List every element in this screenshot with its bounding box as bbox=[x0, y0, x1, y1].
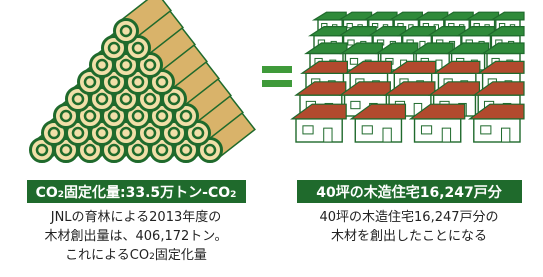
house-roof bbox=[385, 82, 435, 95]
house-roof bbox=[306, 43, 347, 54]
equals-bar bbox=[262, 66, 292, 73]
right-description-line: 木材を創出したことになる bbox=[331, 229, 487, 244]
right-badge: 40坪の木造住宅16,247戸分 bbox=[316, 184, 503, 201]
text: 40坪の木造住宅16,247戸分の bbox=[319, 210, 498, 225]
house-roof bbox=[479, 61, 524, 73]
left-badge: CO2固定化量:33.5万トン-CO2 bbox=[36, 184, 237, 201]
log-end bbox=[115, 20, 138, 43]
text: これによるCO bbox=[65, 248, 149, 263]
infographic: CO2固定化量:33.5万トン-CO2 JNLの育林による2013年度の 木材創… bbox=[0, 0, 543, 277]
house-window bbox=[348, 40, 354, 45]
badge-part: CO bbox=[36, 185, 58, 201]
text: 木材を創出したことになる bbox=[331, 229, 487, 244]
house-roof bbox=[474, 82, 524, 95]
house-roof bbox=[296, 82, 346, 95]
house-grid bbox=[292, 12, 524, 142]
house-window bbox=[421, 126, 431, 134]
house-roof bbox=[430, 82, 480, 95]
house-door bbox=[324, 128, 332, 142]
house-roof bbox=[302, 61, 347, 73]
subscript: 2 bbox=[230, 190, 236, 200]
log-pile bbox=[31, 0, 255, 162]
left-description-line: これによるCO2固定化量 bbox=[65, 248, 207, 263]
house-window bbox=[350, 58, 357, 64]
text: 固定化量 bbox=[155, 248, 207, 263]
text: JNLの育林による2013年度の bbox=[50, 209, 222, 225]
house-window bbox=[362, 126, 372, 134]
equals-sign bbox=[262, 66, 292, 87]
house-door bbox=[383, 128, 391, 142]
equals-bar bbox=[262, 80, 292, 87]
left-description-line: JNLの育林による2013年度の bbox=[50, 209, 222, 225]
right-description-line: 40坪の木造住宅16,247戸分の bbox=[319, 210, 498, 225]
house-roof bbox=[341, 82, 391, 95]
badge-part: 40坪の木造住宅16,247戸分 bbox=[316, 184, 503, 201]
house-window bbox=[303, 126, 313, 134]
left-description-line: 木材創出量は、406,172トン。 bbox=[45, 229, 228, 244]
badge-part: 固定化量:33.5万トン-CO bbox=[64, 184, 230, 201]
house-door bbox=[442, 128, 450, 142]
house-window bbox=[347, 24, 352, 28]
house-window bbox=[351, 101, 360, 108]
house-door bbox=[502, 128, 510, 142]
house-window bbox=[481, 126, 491, 134]
text: 木材創出量は、406,172トン。 bbox=[45, 229, 228, 244]
